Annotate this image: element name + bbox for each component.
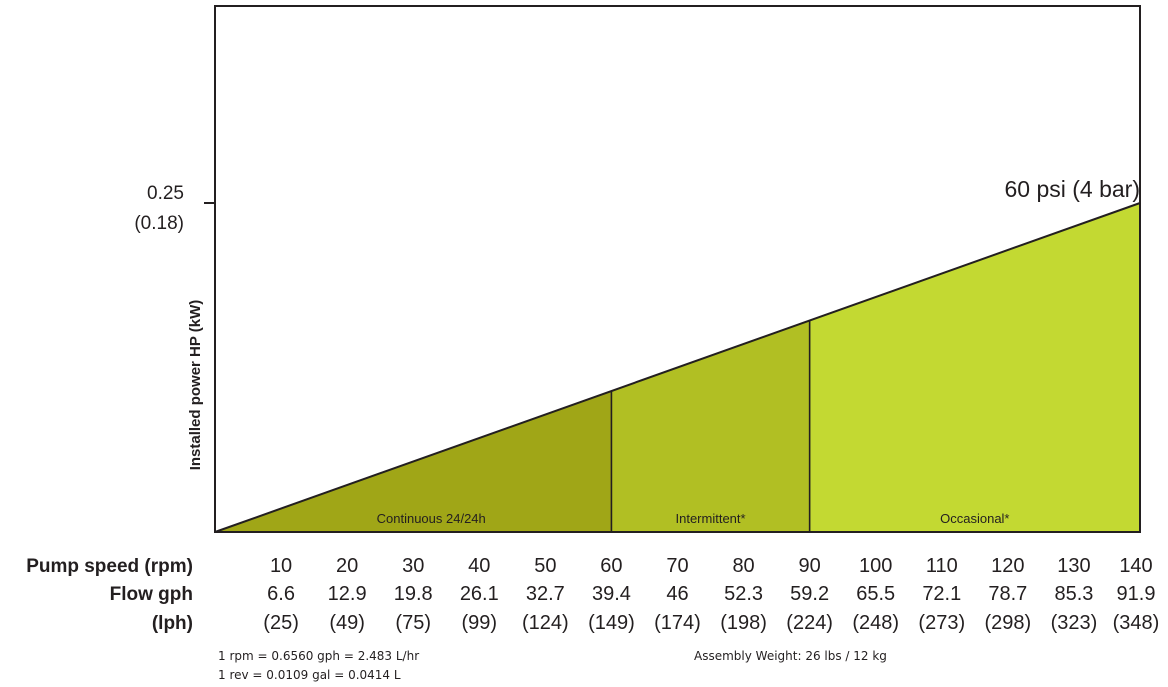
y-axis-title: Installed power HP (kW) [187, 300, 204, 471]
lines-layer [204, 5, 1141, 533]
zone-area-2 [611, 320, 810, 532]
x-tick-lph: (149) [588, 612, 635, 634]
x-tick-lph: (224) [786, 612, 833, 634]
x-tick-speed: 30 [402, 555, 424, 577]
x-tick-lph: (298) [985, 612, 1032, 634]
zone-label-1: Continuous 24/24h [377, 511, 486, 526]
x-tick-speed: 50 [534, 555, 556, 577]
x-tick-lph: (25) [263, 612, 299, 634]
y-tick-sublabel: (0.18) [134, 213, 184, 234]
x-tick-gph: 72.1 [922, 583, 961, 605]
conversion-note-1: 1 rpm = 0.6560 gph = 2.483 L/hr [218, 649, 420, 663]
x-tick-gph: 85.3 [1054, 583, 1093, 605]
x-tick-gph: 6.6 [267, 583, 295, 605]
row-label-gph: Flow gph [110, 584, 193, 605]
x-tick-speed: 110 [926, 555, 958, 577]
conversion-note-2: 1 rev = 0.0109 gal = 0.0414 L [218, 668, 401, 682]
assembly-weight-note: Assembly Weight: 26 lbs / 12 kg [694, 649, 887, 663]
x-tick-lph: (174) [654, 612, 701, 634]
x-tick-gph: 65.5 [856, 583, 895, 605]
x-tick-lph: (248) [852, 612, 899, 634]
x-tick-lph: (49) [329, 612, 365, 634]
x-tick-speed: 80 [732, 555, 754, 577]
x-tick-gph: 52.3 [724, 583, 763, 605]
x-tick-lph: (323) [1051, 612, 1098, 634]
x-tick-gph: 91.9 [1117, 583, 1156, 605]
row-label-speed: Pump speed (rpm) [26, 556, 193, 577]
zone-area-3 [809, 203, 1140, 532]
x-tick-speed: 140 [1119, 555, 1152, 577]
curve-label: 60 psi (4 bar) [1004, 176, 1140, 202]
x-tick-speed: 90 [799, 555, 821, 577]
x-tick-speed: 100 [859, 555, 892, 577]
zone-label-3: Occasional* [940, 511, 1009, 526]
y-tick-label: 0.25 [147, 183, 184, 204]
power-line [214, 202, 1141, 533]
x-tick-gph: 39.4 [592, 583, 631, 605]
x-tick-speed: 70 [666, 555, 688, 577]
plot-frame [214, 5, 1141, 533]
x-tick-gph: 46 [666, 583, 688, 605]
x-tick-gph: 59.2 [790, 583, 829, 605]
x-tick-gph: 12.9 [328, 583, 367, 605]
text-layer: 0.25 (0.18) Installed power HP (kW) 60 psi … [26, 176, 1159, 634]
x-tick-gph: 78.7 [988, 583, 1027, 605]
x-tick-speed: 40 [468, 555, 490, 577]
x-tick-speed: 120 [991, 555, 1024, 577]
x-tick-lph: (198) [720, 612, 767, 634]
x-tick-speed: 60 [600, 555, 622, 577]
zone-label-2: Intermittent* [675, 511, 745, 526]
x-tick-speed: 130 [1057, 555, 1090, 577]
x-tick-gph: 26.1 [460, 583, 499, 605]
x-tick-gph: 19.8 [394, 583, 433, 605]
x-tick-speed: 20 [336, 555, 358, 577]
x-tick-lph: (99) [461, 612, 497, 634]
x-tick-lph: (273) [918, 612, 965, 634]
x-tick-lph: (124) [522, 612, 569, 634]
x-tick-lph: (75) [395, 612, 431, 634]
row-label-lph: (lph) [152, 613, 193, 634]
x-tick-lph: (348) [1113, 612, 1160, 634]
x-tick-gph: 32.7 [526, 583, 565, 605]
x-tick-speed: 10 [270, 555, 292, 577]
